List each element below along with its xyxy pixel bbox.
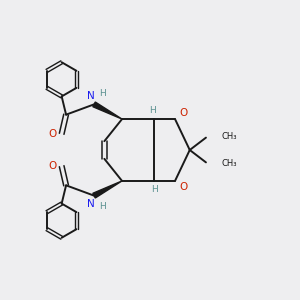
Text: O: O xyxy=(180,182,188,192)
Text: H: H xyxy=(99,89,106,98)
Text: O: O xyxy=(49,161,57,171)
Text: CH₃: CH₃ xyxy=(221,132,237,141)
Text: N: N xyxy=(87,199,94,209)
Polygon shape xyxy=(93,181,122,198)
Text: H: H xyxy=(99,202,106,211)
Text: N: N xyxy=(87,91,94,101)
Text: H: H xyxy=(151,185,158,194)
Polygon shape xyxy=(93,102,122,119)
Text: CH₃: CH₃ xyxy=(221,159,237,168)
Text: O: O xyxy=(49,129,57,139)
Text: O: O xyxy=(180,108,188,118)
Text: H: H xyxy=(150,106,156,115)
